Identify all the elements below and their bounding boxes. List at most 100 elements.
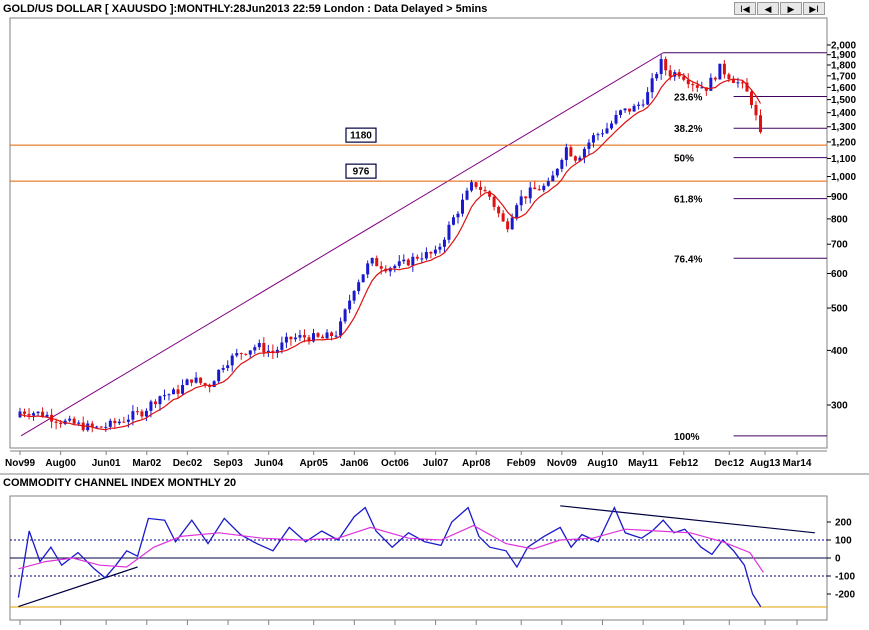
price-moving-average-line [19,73,762,431]
candle-body [122,421,126,423]
fib-level-label: 76.4% [674,254,702,265]
price-y-tick-label: 400 [831,346,848,357]
candle-body [307,337,311,342]
first-page-button[interactable]: I◀ [734,2,756,15]
candle-body [632,105,636,112]
candle-body [289,336,293,340]
candle-body [36,411,40,414]
candle-body [393,265,397,269]
candle-body [700,87,704,89]
cci-trendline [560,505,815,534]
candle-body [266,350,270,353]
candle-body [682,76,686,80]
previous-page-button[interactable]: ◀ [757,2,779,15]
price-y-tick-label: 1,900 [831,50,856,61]
support-level-label: 976 [353,167,370,178]
time-x-tick-label: Jan06 [340,458,369,469]
time-x-tick-label: Mar14 [783,458,812,469]
candle-body [691,84,695,86]
candle-body [551,175,555,182]
candle-body [483,189,487,192]
price-y-tick-label: 2,000 [831,41,856,52]
candle-body [438,246,442,250]
candle-body [348,300,352,310]
time-x-tick-label: Oct06 [381,458,409,469]
support-level-box [345,163,377,179]
time-x-tick-label: Aug10 [587,458,618,469]
candle-body [77,422,81,424]
candle-body [479,186,483,190]
candle-body [442,239,446,247]
candle-body [244,353,248,355]
candle-body [524,196,528,199]
candle-body [212,381,216,388]
price-y-tick-label: 1,700 [831,71,856,82]
candle-body [248,350,252,355]
candle-body [415,256,419,259]
time-x-tick-label: Nov99 [5,458,35,469]
candle-body [68,418,72,421]
cci-y-tick-label: 100 [835,536,852,547]
candle-body [718,63,722,80]
cci-trendline [18,566,138,608]
candle-body [623,108,627,111]
candle-body [610,123,614,129]
cci-y-tick-label: 0 [835,554,841,565]
candle-body [203,383,207,386]
candle-body [253,347,257,351]
candle-body [596,134,600,136]
candle-body [72,418,76,424]
time-x-tick-label: Aug00 [45,458,76,469]
fib-level-label: 61.8% [674,195,702,206]
candle-body [23,411,27,414]
candle-body [311,333,315,342]
price-plot-area [9,17,828,449]
candle-body [117,421,121,424]
candle-body [221,368,225,370]
candle-body [722,63,726,75]
price-y-tick-label: 300 [831,401,848,412]
candle-body [352,291,356,301]
time-x-tick-label: Sep03 [213,458,243,469]
candle-body [239,353,243,355]
candle-body [190,379,194,383]
fib-level-label: 23.6% [674,92,702,103]
candle-body [664,59,668,71]
candle-body [235,353,239,356]
candle-body [510,217,514,230]
candle-body [194,377,198,383]
candle-body [149,401,153,411]
candle-body [293,337,297,340]
candle-body [366,263,370,275]
candle-body [461,199,465,214]
cci-y-tick-label: -200 [835,590,855,601]
candle-body [334,335,338,337]
candle-body [424,252,428,259]
candle-body [754,104,758,116]
candle-body [411,256,415,266]
last-page-button[interactable]: ▶I [803,2,825,15]
candle-body [172,389,176,395]
candle-body [330,332,334,337]
time-x-tick-label: May11 [628,458,658,469]
next-page-button[interactable]: ▶ [780,2,802,15]
candle-body [429,252,433,254]
time-x-tick-label: Mar02 [132,458,161,469]
candle-body [533,187,537,190]
candle-body [185,379,189,386]
candle-body [45,414,49,417]
cci-line [17,506,762,607]
candle-body [379,266,383,269]
fib-level-label: 38.2% [674,124,702,135]
candle-body [126,419,130,422]
candle-body [560,159,564,169]
candle-body [153,401,157,405]
price-y-tick-label: 1,400 [831,108,856,119]
candle-body [605,128,609,134]
candle-body [731,79,735,83]
candle-body [515,205,519,218]
candle-body [542,185,546,191]
candle-body [492,196,496,207]
candle-body [406,259,410,266]
price-trendline [20,52,664,437]
